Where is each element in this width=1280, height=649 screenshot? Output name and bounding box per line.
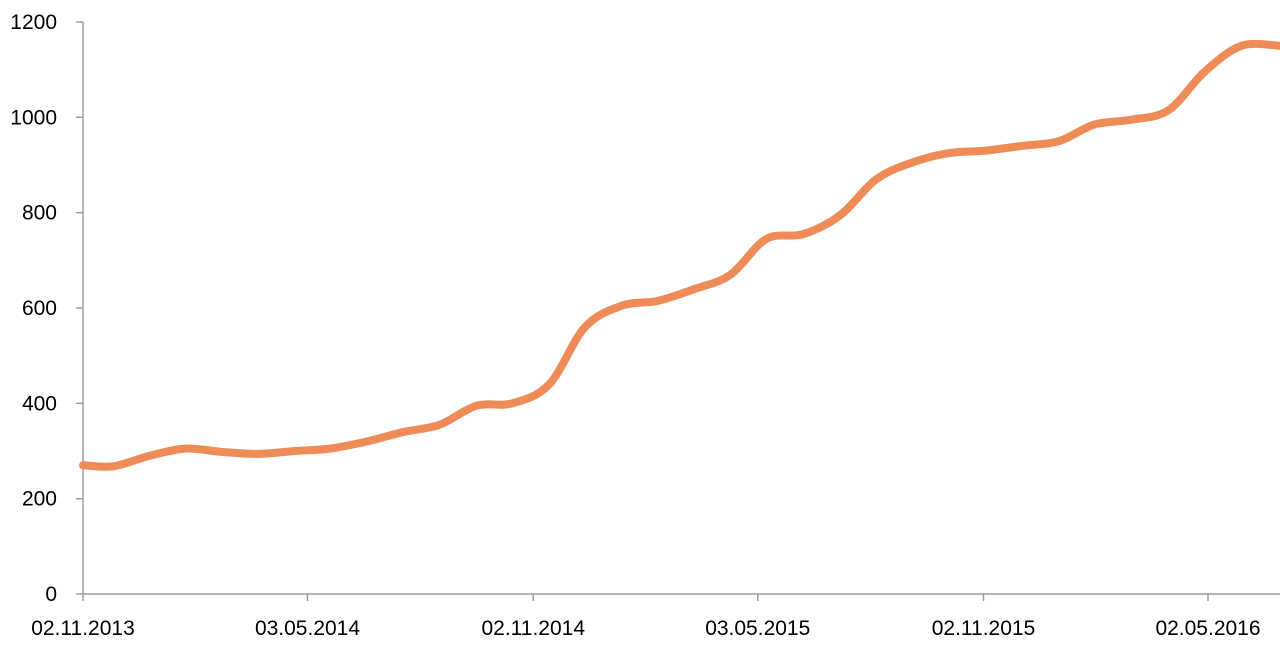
- y-axis-ticks: 0 200 400 600 800 1000 1200: [10, 11, 83, 606]
- y-tick-label: 800: [22, 202, 57, 225]
- y-tick-label: 1200: [10, 11, 57, 34]
- series-group: [79, 39, 1280, 471]
- x-tick-label: 02.11.2015: [932, 617, 1036, 640]
- x-tick-label: 02.05.2016: [1155, 617, 1260, 640]
- y-tick-label: 200: [22, 488, 57, 511]
- y-tick-label: 1000: [10, 106, 57, 129]
- x-tick-label: 03.05.2015: [705, 617, 810, 640]
- x-tick-label: 03.05.2014: [255, 617, 360, 640]
- x-tick-label: 02.11.2013: [31, 617, 135, 640]
- y-tick-label: 0: [45, 583, 57, 606]
- axes: [82, 22, 1280, 595]
- y-tick-label: 400: [22, 392, 57, 415]
- x-tick-label: 02.11.2014: [481, 617, 585, 640]
- y-tick-label: 600: [22, 297, 57, 320]
- x-axis-ticks: 02.11.2013 03.05.2014 02.11.2014 03.05.2015…: [31, 594, 1261, 640]
- series-line-0: [79, 39, 1280, 471]
